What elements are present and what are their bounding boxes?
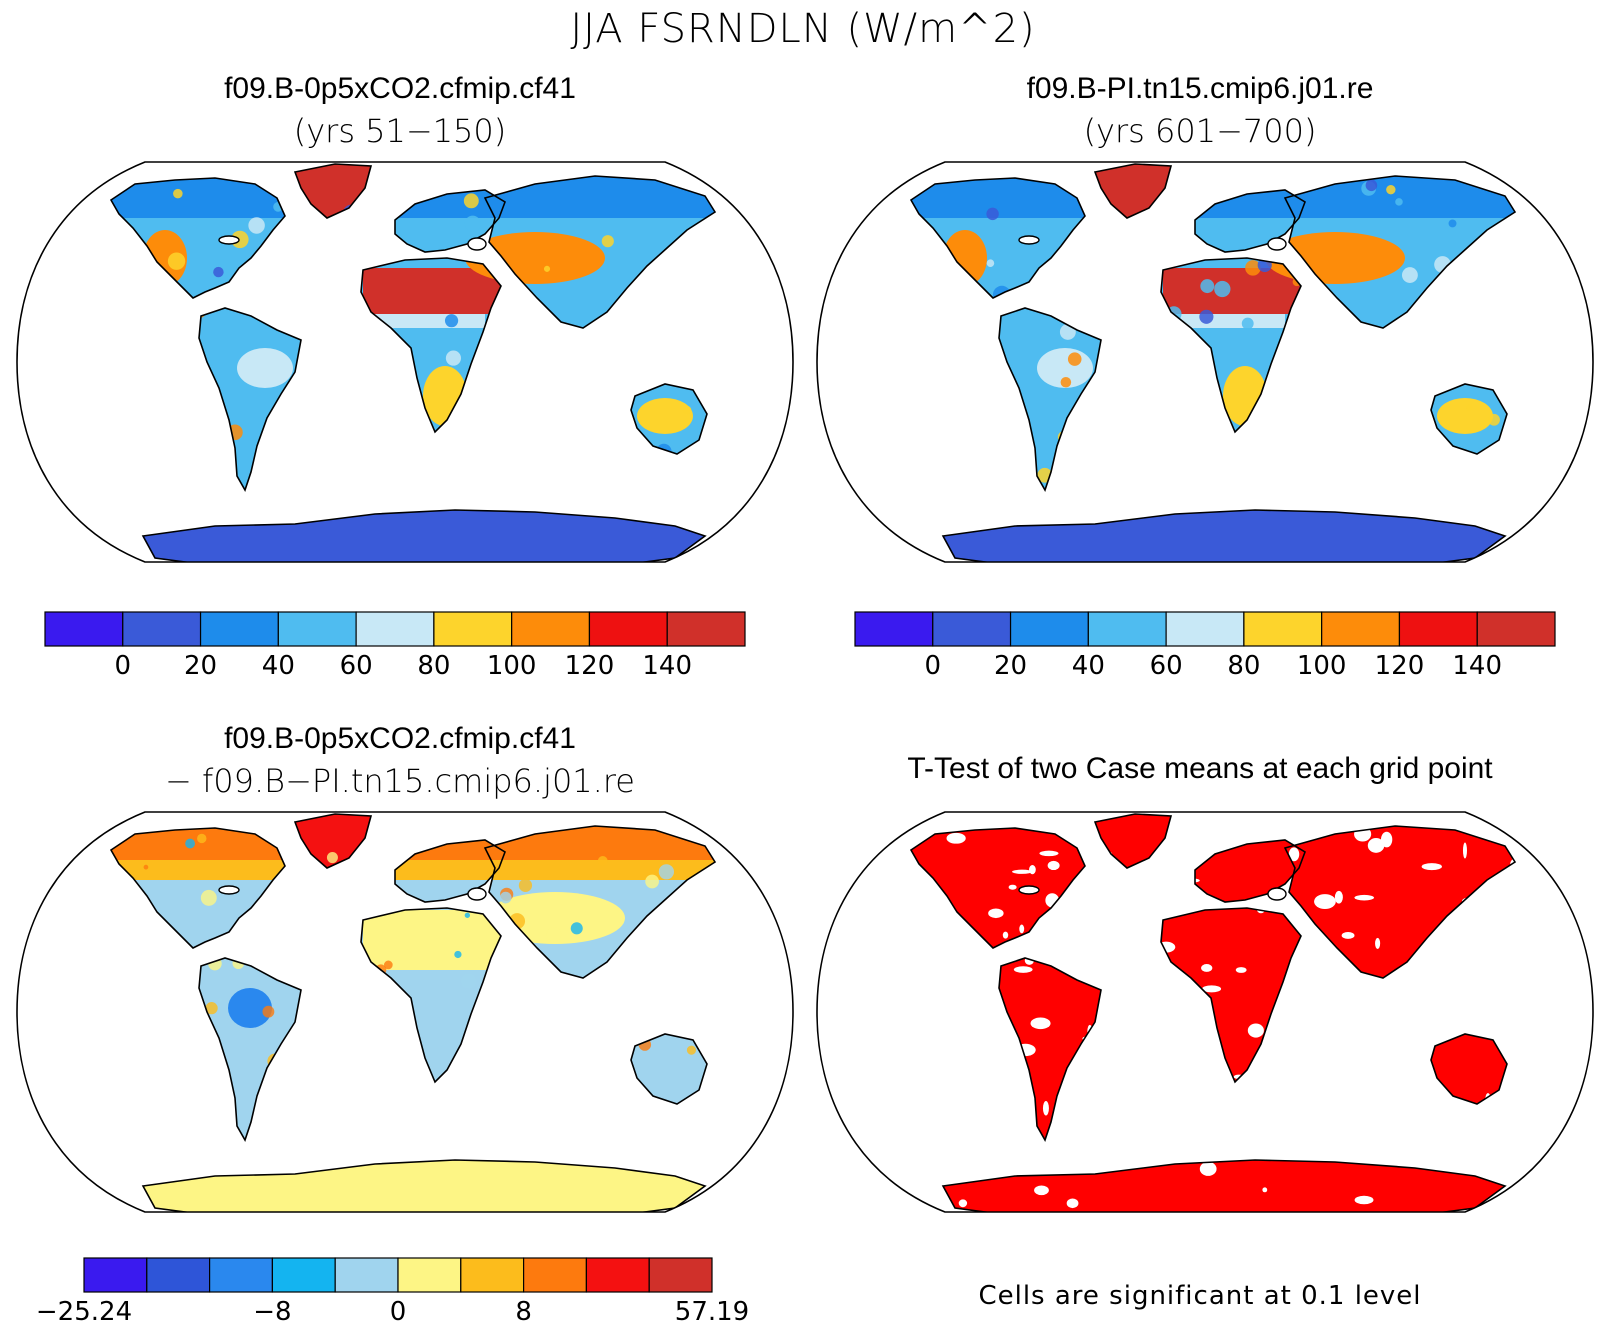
field-colorbar-label: 80 [1227, 651, 1260, 681]
field-colorbar-swatch [854, 611, 934, 647]
panel-1-map [16, 161, 794, 563]
panel-3-map [16, 811, 794, 1213]
field-colorbar-label: 80 [417, 651, 450, 681]
field-colorbar-label: 100 [1297, 651, 1347, 681]
difference-colorbar-swatch [83, 1257, 148, 1293]
field-colorbar-label: 40 [262, 651, 295, 681]
field-colorbar-swatch [1398, 611, 1478, 647]
field-colorbar-swatch [1009, 611, 1089, 647]
difference-colorbar-swatch [334, 1257, 399, 1293]
field-colorbar-label: 120 [1375, 651, 1425, 681]
field-colorbar-swatch [122, 611, 202, 647]
field-colorbar-swatch [277, 611, 357, 647]
panel-3-colorbar: −25.24 −8 0 8 57.19 [36, 1257, 749, 1326]
field-colorbar-label: 140 [1452, 651, 1502, 681]
difference-colorbar-label: 8 [515, 1297, 532, 1326]
field-colorbar-label: 140 [642, 651, 692, 681]
difference-colorbar-swatch [146, 1257, 211, 1293]
field-colorbar-swatch [1165, 611, 1245, 647]
field-colorbar-label: 100 [487, 651, 537, 681]
difference-colorbar-swatch [460, 1257, 525, 1293]
field-colorbar-swatch [199, 611, 279, 647]
field-colorbar-swatch [355, 611, 435, 647]
field-colorbar-swatch [511, 611, 591, 647]
panel-3-subtitle: − f09.B−PI.tn15.cmip6.j01.re [165, 762, 635, 800]
field-colorbar-swatch [1321, 611, 1401, 647]
field-colorbar-label: 40 [1072, 651, 1105, 681]
difference-colorbar-swatch [523, 1257, 588, 1293]
panel-1-colorbar: 0 20 40 60 80 100 120 140 [44, 611, 746, 681]
field-colorbar-swatch [44, 611, 124, 647]
field-colorbar-swatch [433, 611, 513, 647]
field-colorbar-swatch [932, 611, 1012, 647]
field-colorbar-swatch [1243, 611, 1323, 647]
field-colorbar-label: 60 [340, 651, 373, 681]
difference-colorbar-swatch [271, 1257, 336, 1293]
panel-4-map [816, 811, 1594, 1213]
difference-colorbar-swatch [648, 1257, 713, 1293]
field-colorbar-swatch [588, 611, 668, 647]
field-colorbar-label: 20 [994, 651, 1027, 681]
main-title: JJA FSRNDLN (W/m^2) [570, 6, 1036, 52]
field-colorbar-swatch [1476, 611, 1556, 647]
field-colorbar-label: 0 [115, 651, 132, 681]
difference-colorbar-label: −8 [253, 1297, 291, 1326]
panel-3-title: f09.B-0p5xCO2.cfmip.cf41 [224, 722, 576, 755]
field-colorbar-swatch [1087, 611, 1167, 647]
panel-2-title: f09.B-PI.tn15.cmip6.j01.re [1026, 72, 1374, 105]
field-colorbar-label: 60 [1150, 651, 1183, 681]
difference-colorbar-swatch [209, 1257, 274, 1293]
panel-1-subtitle: (yrs 51−150) [293, 112, 507, 150]
field-colorbar-label: 120 [565, 651, 615, 681]
difference-colorbar-label: 0 [390, 1297, 407, 1326]
panel-1-title: f09.B-0p5xCO2.cfmip.cf41 [224, 72, 576, 105]
panel-2-colorbar: 0 20 40 60 80 100 120 140 [854, 611, 1556, 681]
difference-colorbar-label: −25.24 [36, 1297, 132, 1326]
panel-2-subtitle: (yrs 601−700) [1083, 112, 1317, 150]
difference-colorbar-swatch [585, 1257, 650, 1293]
field-colorbar-label: 0 [925, 651, 942, 681]
panel-2-map [816, 161, 1594, 563]
difference-colorbar-label: 57.19 [675, 1297, 749, 1326]
field-colorbar-label: 20 [184, 651, 217, 681]
panel-4-title: T-Test of two Case means at each grid po… [907, 752, 1493, 785]
field-colorbar-swatch [666, 611, 746, 647]
difference-colorbar-swatch [397, 1257, 462, 1293]
significance-note: Cells are significant at 0.1 level [978, 1281, 1422, 1311]
